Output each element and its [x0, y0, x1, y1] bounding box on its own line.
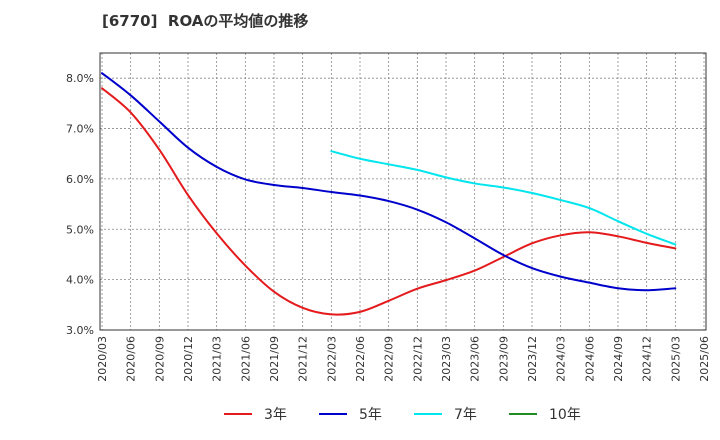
legend-label-1: 3年: [264, 407, 287, 423]
legend-label-3: 7年: [454, 407, 477, 423]
y-tick-label: 4.0%: [66, 274, 94, 287]
series-line-2: [101, 72, 677, 292]
plot-area: [100, 53, 706, 330]
legend-label-4: 10年: [549, 407, 581, 423]
x-tick-label: 2024/03: [555, 336, 568, 382]
x-tick-label: 2020/03: [96, 336, 109, 382]
x-tick-label: 2023/06: [469, 336, 482, 382]
x-tick-label: 2024/06: [583, 336, 596, 382]
series-line-3: [330, 150, 677, 246]
x-tick-label: 2024/09: [612, 336, 625, 382]
x-tick-label: 2023/09: [497, 336, 510, 382]
chart-title: [6770] ROAの平均値の推移: [102, 12, 309, 30]
axes-layer: 3.0% 4.0% 5.0% 6.0% 7.0% 8.0% 2020/03 2020/06 20…: [66, 72, 711, 382]
x-tick-label: 2022/09: [383, 336, 396, 382]
x-tick-label: 2023/12: [526, 336, 539, 382]
x-tick-label: 2021/06: [239, 336, 252, 382]
y-tick-label: 5.0%: [66, 223, 94, 236]
y-tick-label: 7.0%: [66, 123, 94, 136]
legend-label-2: 5年: [359, 407, 382, 423]
x-tick-label: 2021/12: [297, 336, 310, 382]
x-tick-label: 2022/06: [354, 336, 367, 382]
x-tick-label: 2020/09: [153, 336, 166, 382]
x-tick-label: 2024/12: [641, 336, 654, 382]
x-tick-label: 2023/03: [440, 336, 453, 382]
y-tick-label: 8.0%: [66, 72, 94, 85]
x-tick-label: 2025/03: [669, 336, 682, 382]
x-tick-label: 2022/03: [325, 336, 338, 382]
legend: 3年 5年 7年 10年: [224, 407, 581, 423]
x-tick-label: 2021/09: [268, 336, 281, 382]
x-tick-label: 2025/06: [698, 336, 711, 382]
y-tick-label: 3.0%: [66, 324, 94, 337]
series-line-1: [101, 87, 677, 316]
x-tick-label: 2020/12: [182, 336, 195, 382]
x-tick-label: 2021/03: [211, 336, 224, 382]
y-tick-label: 6.0%: [66, 173, 94, 186]
series-layer: [101, 72, 677, 316]
plot-frame: [99, 52, 707, 331]
x-tick-label: 2020/06: [125, 336, 138, 382]
x-tick-label: 2022/12: [411, 336, 424, 382]
